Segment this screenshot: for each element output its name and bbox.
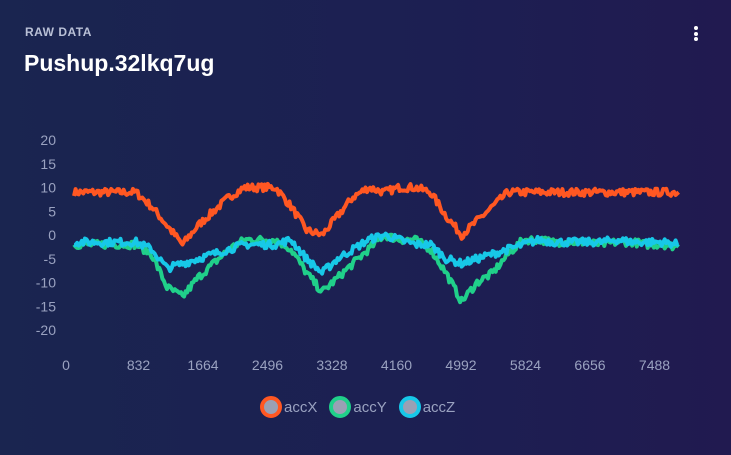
legend-item-accz[interactable]: accZ bbox=[398, 396, 456, 418]
x-tick-label: 832 bbox=[127, 357, 151, 373]
legend-item-accy[interactable]: accY bbox=[329, 396, 387, 418]
y-tick-label: 20 bbox=[40, 132, 56, 148]
legend: accX accY accZ bbox=[260, 396, 455, 418]
legend-marker bbox=[260, 396, 282, 418]
x-tick-label: 7488 bbox=[639, 357, 670, 373]
y-tick-label: -15 bbox=[36, 298, 56, 314]
legend-marker bbox=[398, 396, 421, 418]
x-tick-label: 1664 bbox=[187, 357, 218, 373]
x-tick-label: 5824 bbox=[510, 357, 541, 373]
legend-label: accY bbox=[353, 398, 387, 416]
chart-title: Pushup.32lkq7ug bbox=[24, 50, 215, 76]
legend-label: accX bbox=[284, 398, 318, 416]
y-tick-label: 0 bbox=[48, 227, 56, 243]
y-tick-label: -20 bbox=[36, 322, 56, 338]
legend-marker bbox=[329, 396, 352, 418]
x-tick-label: 4160 bbox=[381, 357, 412, 373]
x-tick-label: 3328 bbox=[316, 357, 347, 373]
x-tick-label: 2496 bbox=[252, 357, 283, 373]
y-tick-label: 10 bbox=[40, 180, 56, 196]
legend-label: accZ bbox=[422, 398, 456, 416]
series-line-accz bbox=[73, 231, 680, 276]
x-tick-label: 6656 bbox=[574, 357, 605, 373]
y-tick-label: 5 bbox=[48, 203, 56, 219]
y-tick-label: -10 bbox=[36, 275, 56, 291]
legend-item-accx[interactable]: accX bbox=[260, 396, 317, 418]
more-vertical-icon[interactable] bbox=[690, 26, 702, 44]
y-tick-label: 15 bbox=[40, 156, 56, 172]
x-tick-label: 0 bbox=[62, 357, 70, 373]
series-line-accx bbox=[72, 181, 680, 247]
chart-subtitle: RAW DATA bbox=[25, 25, 92, 39]
x-tick-label: 4992 bbox=[445, 357, 476, 373]
y-tick-label: -5 bbox=[44, 251, 57, 267]
